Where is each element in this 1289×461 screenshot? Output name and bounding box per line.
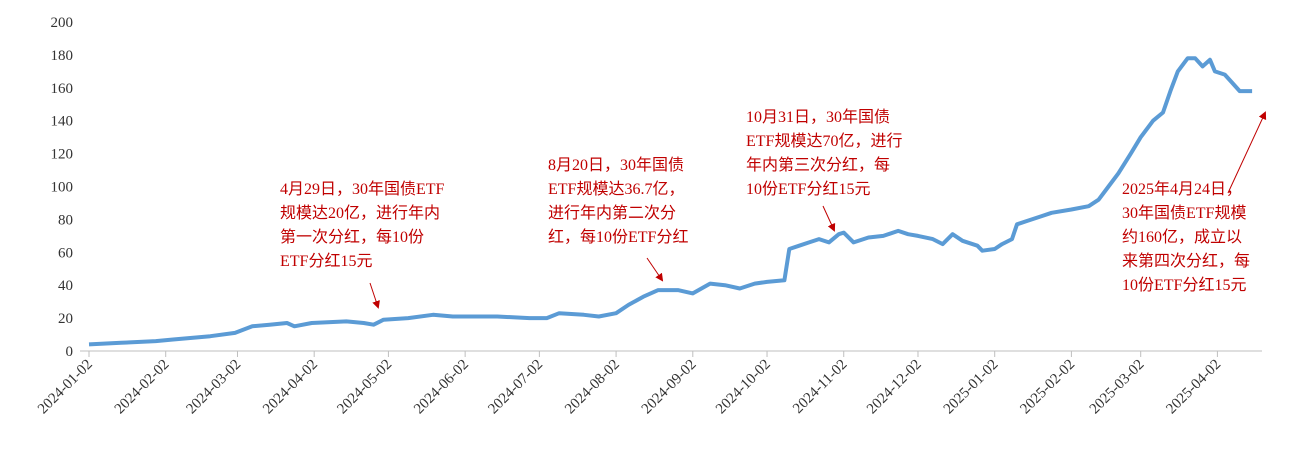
y-tick-label: 20 (58, 311, 73, 327)
x-tick-label: 2024-10-02 (713, 357, 774, 418)
x-tick-label: 2024-05-02 (334, 357, 395, 418)
annotation-text: 年内第三次分红，每 (746, 156, 890, 174)
y-tick-label: 100 (51, 180, 74, 196)
annotation-text: 来第四次分红，每 (1122, 252, 1250, 270)
x-tick-label: 2024-04-02 (260, 357, 321, 418)
x-tick-label: 2025-02-02 (1017, 357, 1078, 418)
x-tick-label: 2025-04-02 (1163, 357, 1224, 418)
x-tick-label: 2024-08-02 (562, 357, 623, 418)
annotation-text: 约160亿，成立以 (1122, 228, 1242, 246)
x-tick-label: 2025-01-02 (941, 357, 1002, 418)
annotation-arrow (369, 282, 380, 309)
y-tick-label: 160 (51, 81, 74, 97)
y-tick-label: 120 (51, 147, 74, 163)
x-tick-label: 2024-06-02 (411, 357, 472, 418)
annotation-arrow (1227, 111, 1267, 194)
y-tick-label: 200 (51, 15, 74, 31)
x-tick-label: 2024-07-02 (485, 357, 546, 418)
annotation-text: ETF规模达70亿，进行 (746, 132, 902, 150)
annotation-text: 进行年内第二次分 (548, 204, 676, 222)
data-line (88, 56, 1253, 347)
annotation-arrow (822, 205, 836, 232)
y-tick-label: 0 (66, 344, 74, 360)
annotation-text: 10份ETF分红15元 (746, 180, 870, 198)
annotation-text: 红，每10份ETF分红 (548, 228, 688, 246)
annotation-text: 8月20日，30年国债 (548, 156, 684, 174)
x-tick-label: 2024-01-02 (35, 357, 96, 418)
annotation-text: ETF分红15元 (280, 252, 372, 270)
x-tick-label: 2024-12-02 (864, 357, 925, 418)
x-tick-label: 2024-11-02 (790, 357, 850, 417)
x-tick-label: 2024-03-02 (183, 357, 244, 418)
x-tick-label: 2024-09-02 (639, 357, 700, 418)
annotation-text: 规模达20亿，进行年内 (280, 204, 440, 222)
annotation-text: ETF规模达36.7亿， (548, 180, 684, 198)
annotation-text: 4月29日，30年国债ETF (280, 180, 445, 198)
annotation-text: 第一次分红，每10份 (280, 228, 424, 246)
annotation-text: 10份ETF分红15元 (1122, 276, 1246, 294)
x-tick-label: 2024-02-02 (112, 357, 173, 418)
annotation-arrow (646, 257, 664, 282)
y-tick-label: 80 (58, 212, 73, 228)
annotation-text: 30年国债ETF规模 (1122, 204, 1246, 222)
y-tick-label: 40 (58, 278, 73, 294)
annotation-text: 2025年4月24日， (1122, 180, 1242, 198)
y-tick-label: 60 (58, 245, 73, 261)
annotation-text: 10月31日，30年国债 (746, 108, 890, 126)
x-tick-label: 2025-03-02 (1087, 357, 1148, 418)
y-tick-label: 140 (51, 114, 74, 130)
y-tick-label: 180 (51, 48, 74, 64)
